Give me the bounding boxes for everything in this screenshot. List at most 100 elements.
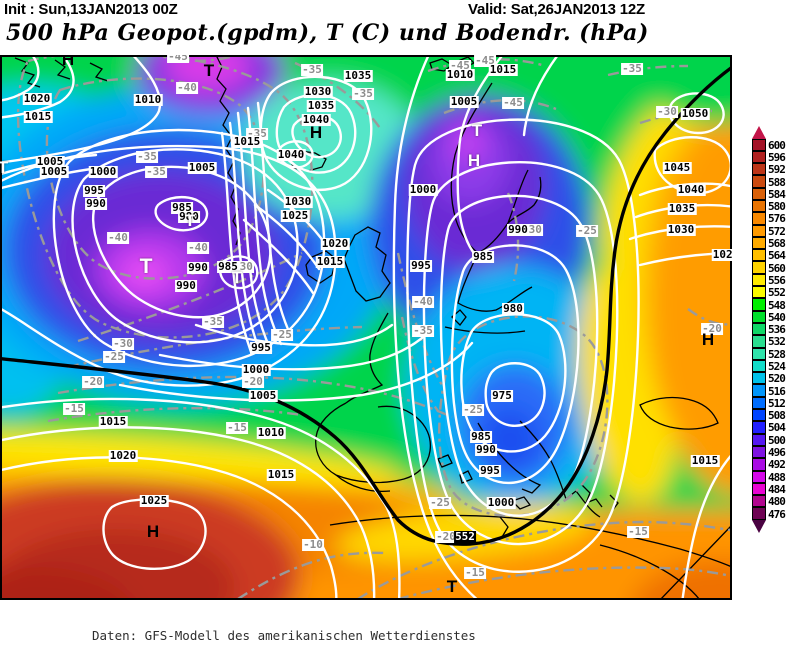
legend-value-label: 592 [768, 163, 786, 177]
isobar-label: 1040 [276, 148, 306, 161]
isobar-label: 1045 [662, 161, 692, 174]
legend-entry: 476 [752, 507, 790, 521]
temperature-label: -35 [145, 165, 167, 178]
isobar-label: 1000 [408, 183, 438, 196]
isobar-label: 1015 [690, 454, 720, 467]
legend-color-swatch [752, 507, 766, 520]
legend-arrow-down [752, 520, 766, 534]
high-center-marker: H [146, 522, 160, 541]
legend-value-label: 568 [768, 237, 786, 251]
legend-color-swatch [752, 224, 766, 237]
low-center-marker: T [0, 158, 9, 177]
legend-entry: 492 [752, 458, 790, 472]
isobar-label: 1005 [187, 161, 217, 174]
legend-entry: 516 [752, 384, 790, 398]
legend-entry: 512 [752, 396, 790, 410]
chart-title: 500 hPa Geopot.(gpdm), T (C) und Bodendr… [6, 20, 649, 46]
legend-entry: 480 [752, 495, 790, 508]
legend-value-label: 476 [768, 507, 786, 521]
legend-arrow-up [752, 126, 766, 139]
legend-value-label: 560 [768, 261, 786, 275]
isobar-label: 1020 [108, 449, 138, 462]
legend-color-swatch [752, 495, 766, 508]
isobar-label: 990 [507, 223, 529, 236]
isobar-label: 1035 [667, 202, 697, 215]
temperature-label: -25 [429, 496, 451, 509]
isobar-label: 985 [171, 201, 193, 214]
legend-value-label: 584 [768, 187, 786, 201]
temperature-label: -35 [301, 63, 323, 76]
legend-entry: 584 [752, 187, 790, 201]
isobar-label: 990 [187, 261, 209, 274]
isobar-label: 1035 [306, 99, 336, 112]
legend-value-label: 512 [768, 396, 786, 410]
temperature-label: -25 [103, 350, 125, 363]
legend-color-swatch [752, 261, 766, 274]
isobar-label: 990 [85, 197, 107, 210]
legend-value-label: 500 [768, 433, 786, 447]
legend-entry: 588 [752, 175, 790, 189]
isobar-label: 1015 [23, 110, 53, 123]
legend-value-label: 492 [768, 458, 786, 472]
map-border [0, 55, 732, 600]
isobar-label: 980 [178, 210, 200, 223]
high-center-marker: H [61, 55, 75, 69]
init-time-label: Init : Sun,13JAN2013 00Z [4, 1, 178, 18]
legend-color-swatch [752, 286, 766, 299]
isobar-label: 1020 [320, 237, 350, 250]
low-center-marker: T [471, 121, 483, 140]
legend-color-swatch [752, 163, 766, 176]
legend-color-swatch [752, 384, 766, 397]
high-center-marker: H [701, 330, 715, 349]
legend-entry: 580 [752, 199, 790, 214]
high-center-marker: H [309, 123, 323, 142]
legend-value-label: 484 [768, 482, 786, 496]
isobar-label: 985 [470, 430, 492, 443]
legend-entry: 560 [752, 261, 790, 275]
temperature-label: -35 [202, 315, 224, 328]
temperature-label: -15 [63, 402, 85, 415]
attribution-text: Daten: GFS-Modell des amerikanischen Wet… [92, 600, 476, 648]
temperature-label: -35 [621, 62, 643, 75]
low-center-marker: T [139, 255, 153, 278]
isobar-label: 990 [475, 443, 497, 456]
legend-entry: 568 [752, 236, 790, 251]
temperature-label: -40 [176, 81, 198, 94]
temperature-label: -15 [627, 525, 649, 538]
legend-entry: 572 [752, 224, 790, 238]
isobar-label: 995 [410, 259, 432, 272]
legend-color-swatch [752, 322, 766, 336]
geopotential-552-label: 552 [454, 530, 476, 543]
attribution-line-1: Daten: GFS-Modell des amerikanischen Wet… [92, 628, 476, 643]
legend-value-label: 516 [768, 384, 786, 398]
isobar-label: 1000 [241, 363, 271, 376]
isobar-label: 985 [472, 250, 494, 263]
isobar-label: 995 [83, 184, 105, 197]
contour-552 [0, 65, 732, 546]
temperature-label: -40 [412, 295, 434, 308]
legend-color-swatch [752, 347, 766, 360]
legend-entry: 576 [752, 212, 790, 225]
legend-color-swatch [752, 150, 766, 164]
legend-color-swatch [752, 199, 766, 213]
legend-entry: 556 [752, 273, 790, 287]
temperature-label: -40 [187, 241, 209, 254]
legend-entry: 504 [752, 421, 790, 434]
isobar-label: 1030 [283, 195, 313, 208]
legend-entry: 500 [752, 433, 790, 447]
legend-color-swatch [752, 470, 766, 483]
isobar-label: 1005 [248, 389, 278, 402]
legend-value-label: 580 [768, 200, 786, 214]
isobar-label: 1050 [680, 107, 710, 120]
low-center-marker: T [231, 268, 243, 287]
temperature-label: -15 [226, 421, 248, 434]
legend-color-swatch [752, 409, 766, 422]
temperature-label: -35 [352, 87, 374, 100]
isobar-label: 1010 [133, 93, 163, 106]
legend-color-swatch [752, 458, 766, 471]
legend-entry: 520 [752, 372, 790, 385]
temperature-label: -30 [656, 105, 678, 118]
legend-value-label: 596 [768, 150, 786, 164]
isobar-label: 985 [217, 260, 239, 273]
legend-color-swatch [752, 482, 766, 496]
